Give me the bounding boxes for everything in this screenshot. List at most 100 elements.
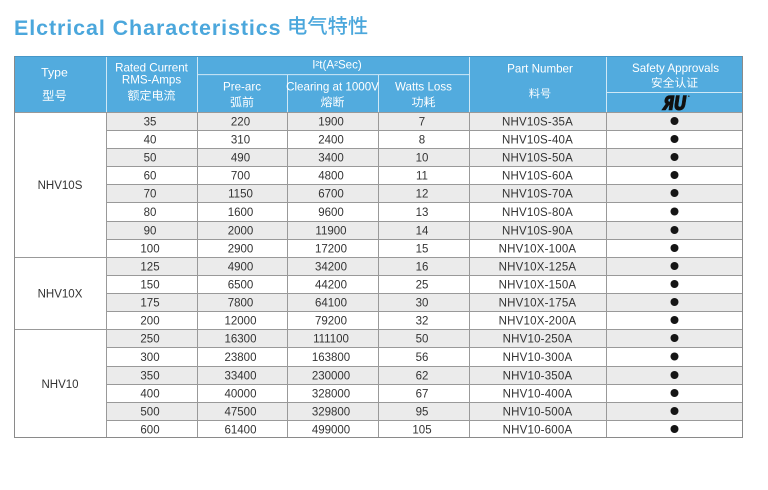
svg-text:329800: 329800: [312, 407, 350, 419]
svg-text:61400: 61400: [225, 425, 257, 437]
svg-text:300: 300: [140, 352, 159, 364]
svg-text:105: 105: [412, 425, 431, 437]
svg-text:16: 16: [416, 262, 429, 274]
svg-text:6500: 6500: [228, 280, 254, 292]
svg-text:499000: 499000: [312, 425, 350, 437]
svg-text:2900: 2900: [228, 244, 254, 256]
svg-text:11: 11: [416, 171, 428, 183]
svg-text:Safety Approvals: Safety Approvals: [632, 62, 719, 75]
svg-text:12000: 12000: [225, 316, 257, 328]
svg-text:30: 30: [416, 298, 429, 310]
svg-text:44200: 44200: [315, 280, 347, 292]
svg-text:1600: 1600: [228, 207, 254, 219]
svg-text:NHV10-300A: NHV10-300A: [503, 352, 573, 364]
svg-text:3400: 3400: [318, 153, 344, 165]
svg-text:NHV10S-90A: NHV10S-90A: [502, 226, 573, 238]
svg-text:NHV10-350A: NHV10-350A: [503, 371, 573, 383]
svg-text:2400: 2400: [318, 135, 344, 147]
svg-text:Type: Type: [41, 66, 68, 80]
svg-text:60: 60: [144, 171, 157, 183]
svg-text:90: 90: [144, 226, 157, 238]
svg-text:33400: 33400: [225, 371, 257, 383]
svg-text:NHV10: NHV10: [41, 379, 78, 391]
svg-text:16300: 16300: [225, 334, 257, 346]
svg-text:23800: 23800: [225, 352, 257, 364]
svg-text:79200: 79200: [315, 316, 347, 328]
svg-text:Pre-arc: Pre-arc: [223, 80, 261, 93]
svg-text:NHV10-600A: NHV10-600A: [503, 425, 573, 437]
svg-text:2000: 2000: [228, 226, 254, 238]
svg-text:NHV10X-100A: NHV10X-100A: [499, 244, 577, 256]
svg-text:4800: 4800: [318, 171, 344, 183]
svg-text:NHV10X-200A: NHV10X-200A: [499, 316, 577, 328]
svg-text:6700: 6700: [318, 189, 344, 201]
svg-text:NHV10X-125A: NHV10X-125A: [499, 262, 577, 274]
svg-text:230000: 230000: [312, 371, 350, 383]
svg-text:Rated Current: Rated Current: [115, 62, 189, 75]
svg-text:1900: 1900: [318, 117, 344, 129]
svg-text:70: 70: [144, 189, 157, 201]
svg-text:7: 7: [419, 117, 425, 129]
svg-text:NHV10S-80A: NHV10S-80A: [502, 207, 573, 219]
svg-text:40: 40: [144, 135, 157, 147]
svg-text:125: 125: [140, 262, 159, 274]
svg-text:Watts Loss: Watts Loss: [395, 80, 452, 93]
svg-text:310: 310: [231, 135, 250, 147]
svg-text:NHV10S-70A: NHV10S-70A: [502, 189, 573, 201]
svg-text:NHV10S-40A: NHV10S-40A: [502, 135, 573, 147]
svg-text:500: 500: [140, 407, 159, 419]
svg-text:50: 50: [144, 153, 157, 165]
svg-text:8: 8: [419, 135, 425, 147]
svg-text:47500: 47500: [225, 407, 257, 419]
svg-text:10: 10: [416, 153, 429, 165]
svg-text:40000: 40000: [225, 389, 257, 401]
svg-text:490: 490: [231, 153, 250, 165]
svg-text:Elctrical Characteristics: Elctrical Characteristics: [14, 16, 282, 40]
svg-text:NHV10X-150A: NHV10X-150A: [499, 280, 577, 292]
svg-text:32: 32: [416, 316, 429, 328]
svg-text:220: 220: [231, 117, 250, 129]
svg-text:NHV10-500A: NHV10-500A: [503, 407, 573, 419]
svg-text:350: 350: [140, 371, 159, 383]
svg-text:34200: 34200: [315, 262, 347, 274]
svg-text:13: 13: [416, 207, 429, 219]
svg-text:NHV10-250A: NHV10-250A: [503, 334, 573, 346]
svg-text:700: 700: [231, 171, 250, 183]
svg-text:56: 56: [416, 352, 429, 364]
svg-text:17200: 17200: [315, 244, 347, 256]
svg-text:111100: 111100: [313, 334, 349, 346]
svg-text:64100: 64100: [315, 298, 347, 310]
svg-text:50: 50: [416, 334, 429, 346]
svg-text:250: 250: [140, 334, 159, 346]
svg-text:NHV10-400A: NHV10-400A: [503, 389, 573, 401]
svg-text:62: 62: [416, 371, 429, 383]
svg-text:328000: 328000: [312, 389, 350, 401]
svg-text:163800: 163800: [312, 352, 350, 364]
svg-text:I²t(A²Sec): I²t(A²Sec): [312, 59, 362, 72]
svg-text:9600: 9600: [318, 207, 344, 219]
svg-text:200: 200: [140, 316, 159, 328]
svg-text:NHV10S-60A: NHV10S-60A: [502, 171, 573, 183]
svg-text:12: 12: [416, 189, 429, 201]
svg-text:1150: 1150: [228, 189, 253, 201]
svg-text:95: 95: [416, 407, 429, 419]
svg-text:Clearing at 1000V: Clearing at 1000V: [286, 80, 379, 93]
svg-text:80: 80: [144, 207, 157, 219]
svg-text:35: 35: [144, 117, 157, 129]
svg-text:NHV10S-35A: NHV10S-35A: [502, 117, 573, 129]
svg-text:14: 14: [416, 226, 429, 238]
svg-text:67: 67: [416, 389, 429, 401]
svg-text:Part Number: Part Number: [507, 63, 573, 76]
svg-text:RMS-Amps: RMS-Amps: [122, 73, 181, 86]
svg-text:NHV10X-175A: NHV10X-175A: [499, 298, 577, 310]
svg-text:NHV10S: NHV10S: [38, 180, 83, 192]
svg-text:175: 175: [140, 298, 159, 310]
svg-text:7800: 7800: [228, 298, 254, 310]
svg-text:25: 25: [416, 280, 429, 292]
svg-text:600: 600: [140, 425, 159, 437]
svg-text:NHV10X: NHV10X: [38, 289, 83, 301]
svg-text:11900: 11900: [315, 226, 346, 238]
svg-text:4900: 4900: [228, 262, 254, 274]
svg-text:NHV10S-50A: NHV10S-50A: [502, 153, 573, 165]
svg-text:400: 400: [140, 389, 159, 401]
